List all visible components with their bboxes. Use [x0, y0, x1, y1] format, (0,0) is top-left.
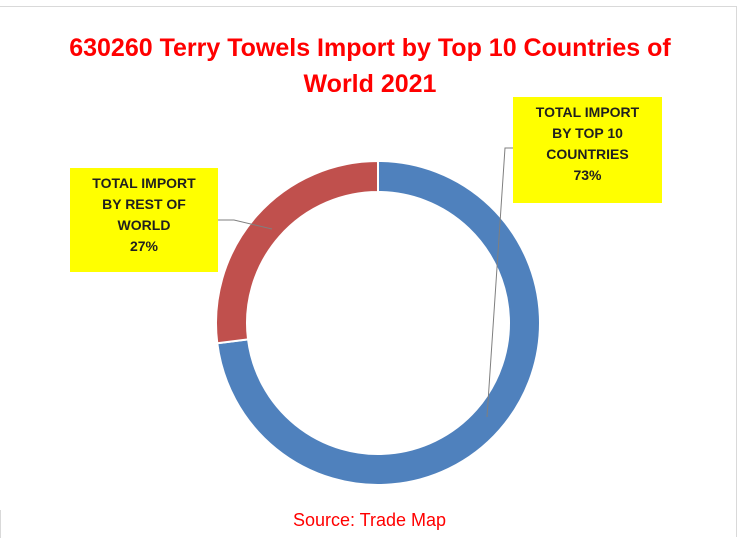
- leader-line-top-10-countries: [486, 147, 513, 418]
- chart-title: 630260 Terry Towels Import by Top 10 Cou…: [69, 34, 671, 98]
- data-label-top-10-countries: TOTAL IMPORT BY TOP 10 COUNTRIES 73%: [513, 97, 662, 203]
- donut-slice-top-10-countries: [216, 159, 541, 486]
- chart-frame: [0, 6, 737, 537]
- chart-frame-edge: [0, 510, 1, 538]
- donut-slice-rest-of-world: [215, 159, 379, 345]
- source-note: Source: Trade Map: [292, 510, 447, 530]
- data-label-rest-of-world: TOTAL IMPORT BY REST OF WORLD 27%: [70, 168, 218, 272]
- leader-line-rest-of-world: [218, 219, 273, 230]
